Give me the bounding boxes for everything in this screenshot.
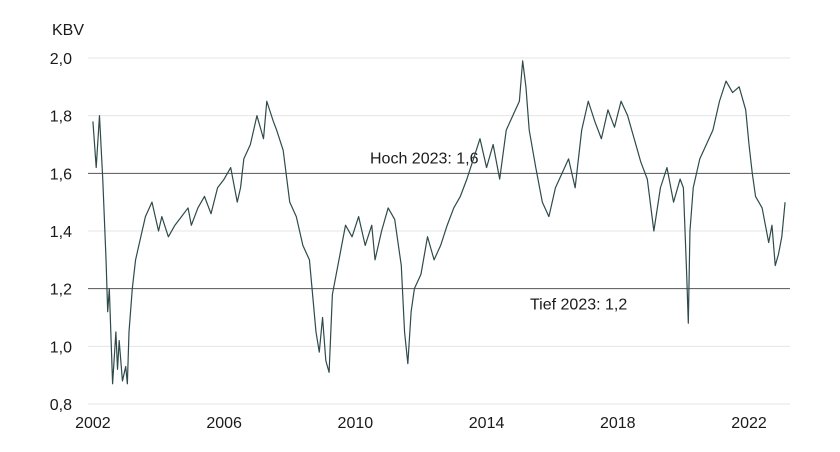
x-tick-label: 2006: [206, 415, 242, 432]
reference-line-label: Hoch 2023: 1,6: [370, 150, 479, 167]
x-tick-label: 2002: [75, 415, 111, 432]
y-tick-label: 1,0: [50, 339, 72, 356]
y-tick-label: 2,0: [50, 51, 72, 68]
y-tick-label: 1,8: [50, 109, 72, 126]
x-tick-label: 2018: [600, 415, 636, 432]
reference-lines: Hoch 2023: 1,6 Tief 2023: 1,2: [88, 150, 790, 314]
reference-line-label: Tief 2023: 1,2: [530, 297, 627, 314]
y-tick-label: 1,6: [50, 166, 72, 183]
x-tick-label: 2014: [469, 415, 505, 432]
y-axis-ticks: 0,8 1,0 1,2 1,4 1,6 1,8 2,0: [50, 51, 72, 414]
kbv-series-line: [92, 60, 786, 385]
y-tick-label: 1,4: [50, 224, 72, 241]
y-axis-label: KBV: [52, 22, 84, 39]
series-line: [92, 60, 786, 385]
x-tick-label: 2010: [338, 415, 374, 432]
x-axis-ticks: 2002 2006 2010 2014 2018 2022: [75, 415, 767, 432]
y-tick-label: 0,8: [50, 397, 72, 414]
y-tick-label: 1,2: [50, 282, 72, 299]
grid: [88, 57, 790, 405]
x-tick-label: 2022: [731, 415, 767, 432]
